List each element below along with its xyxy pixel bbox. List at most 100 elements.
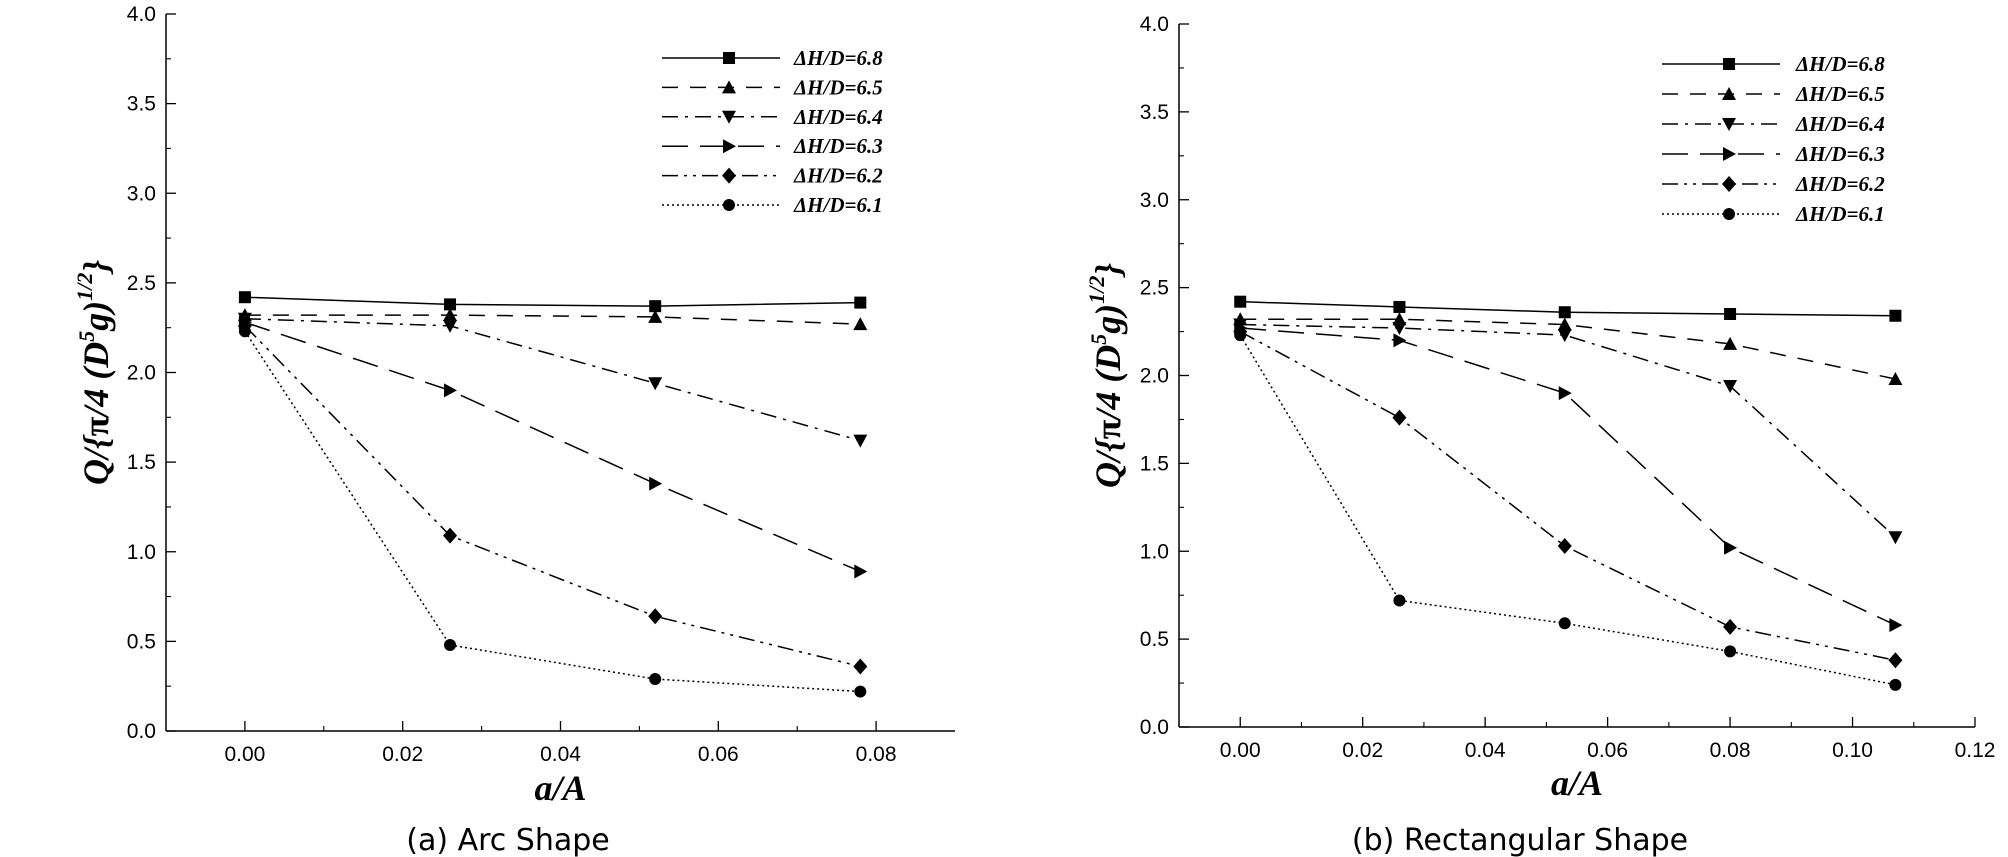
data-point-s6-3 xyxy=(1558,617,1571,630)
y-tick-label: 0.5 xyxy=(127,630,156,653)
y-tick-label: 1.0 xyxy=(1140,540,1169,563)
x-tick-label: 0.04 xyxy=(540,743,581,766)
figure-caption: (a) Arc Shape xyxy=(406,823,610,857)
legend-label-5: ΔH/D=6.2 xyxy=(793,164,883,188)
y-tick-label: 3.0 xyxy=(1140,189,1169,212)
legend-marker-2 xyxy=(1722,87,1736,100)
series-line-3 xyxy=(1240,323,1896,538)
legend-marker-1 xyxy=(723,52,735,64)
data-point-s1-3 xyxy=(649,300,662,313)
y-tick-label: 3.5 xyxy=(1140,101,1169,124)
data-point-s6-1 xyxy=(1234,329,1247,342)
series-line-2 xyxy=(1240,318,1896,380)
data-point-s3-2 xyxy=(1392,322,1407,336)
y-axis-label: Q/{π/4 (D5g)1/2} xyxy=(1084,263,1128,488)
data-point-s6-2 xyxy=(1393,594,1406,607)
legend-marker-5 xyxy=(722,167,736,184)
series-line-5 xyxy=(244,325,861,668)
data-point-s4-4 xyxy=(1724,540,1738,555)
data-point-s6-5 xyxy=(1889,678,1902,691)
legend-marker-6 xyxy=(723,199,735,211)
x-tick-label: 0.08 xyxy=(1710,739,1751,762)
legend-label-4: ΔH/D=6.3 xyxy=(793,134,883,158)
legend-label-2: ΔH/D=6.5 xyxy=(1795,82,1885,106)
series-line-6 xyxy=(1239,334,1896,686)
x-tick-label: 0.06 xyxy=(698,743,739,766)
legend-marker-1 xyxy=(1723,58,1735,70)
legend-label-4: ΔH/D=6.3 xyxy=(1795,142,1885,166)
data-point-s4-2 xyxy=(444,383,458,398)
data-point-s4-3 xyxy=(1558,386,1572,401)
y-tick-label: 3.5 xyxy=(127,93,156,116)
y-tick-label: 0.0 xyxy=(1140,716,1169,739)
x-tick-label: 0.02 xyxy=(382,743,423,766)
y-tick-label: 2.5 xyxy=(1140,277,1169,300)
y-tick-label: 0.5 xyxy=(1140,628,1169,651)
x-tick-label: 0.12 xyxy=(1955,739,1996,762)
data-point-s4-2 xyxy=(1393,333,1407,348)
data-point-s5-4 xyxy=(1723,618,1738,635)
legend-label-6: ΔH/D=6.1 xyxy=(793,193,883,217)
data-point-s2-2 xyxy=(1392,312,1407,326)
figure-caption: (b) Rectangular Shape xyxy=(1352,823,1688,857)
data-point-s3-4 xyxy=(1723,380,1738,394)
data-point-s2-3 xyxy=(1557,317,1572,331)
data-point-s5-3 xyxy=(648,608,663,625)
series-line-4 xyxy=(244,321,861,573)
data-point-s2-2 xyxy=(443,308,458,322)
data-point-s1-1 xyxy=(1234,295,1247,308)
data-point-s4-5 xyxy=(1889,618,1903,633)
y-tick-label: 2.0 xyxy=(127,362,156,385)
legend-marker-3 xyxy=(722,110,736,124)
data-point-s3-2 xyxy=(443,319,458,333)
data-point-s5-5 xyxy=(1888,652,1903,669)
data-point-s3-3 xyxy=(648,377,663,391)
y-tick-label: 2.5 xyxy=(127,272,156,295)
data-point-s3-4 xyxy=(853,434,868,448)
y-tick-label: 2.0 xyxy=(1140,365,1169,388)
chart-1: 0.0 0.5 1.0 1.5 2.0 2.5 3.0 3.5 4.0 0.00 0.02 0.04 0… xyxy=(72,3,955,857)
series-line-4 xyxy=(1240,327,1896,626)
data-point-s2-3 xyxy=(648,309,663,323)
data-point-s1-2 xyxy=(444,298,457,311)
data-point-s3-3 xyxy=(1557,329,1572,343)
data-point-s5-3 xyxy=(1557,537,1572,554)
x-tick-label: 0.00 xyxy=(224,743,265,766)
data-point-s2-4 xyxy=(1723,336,1738,350)
data-point-s1-1 xyxy=(238,291,251,304)
x-axis-label: a/A xyxy=(534,768,586,808)
y-tick-label: 1.5 xyxy=(1140,452,1169,475)
data-point-s6-2 xyxy=(444,638,457,651)
legend-marker-4 xyxy=(1723,147,1736,161)
legend-marker-2 xyxy=(722,80,736,94)
data-point-s2-5 xyxy=(1888,372,1903,386)
data-point-s3-5 xyxy=(1888,531,1903,545)
data-point-s1-5 xyxy=(1889,309,1902,322)
series-line-3 xyxy=(244,317,861,442)
legend-marker-5 xyxy=(1722,176,1736,192)
data-point-s1-4 xyxy=(854,296,867,309)
x-tick-label: 0.08 xyxy=(856,743,897,766)
x-tick-label: 0.06 xyxy=(1587,739,1628,762)
y-tick-label: 1.5 xyxy=(127,451,156,474)
legend-marker-6 xyxy=(1723,208,1735,220)
data-point-s5-2 xyxy=(443,527,458,544)
data-point-s1-2 xyxy=(1393,300,1406,313)
legend-label-1: ΔH/D=6.8 xyxy=(793,46,883,70)
legend-label-2: ΔH/D=6.5 xyxy=(793,75,883,99)
legend-label-1: ΔH/D=6.8 xyxy=(1795,52,1885,76)
data-point-s1-3 xyxy=(1558,306,1571,319)
series-line-5 xyxy=(1239,330,1896,661)
data-point-s2-4 xyxy=(853,317,868,331)
y-tick-label: 4.0 xyxy=(1140,13,1169,36)
data-point-s4-3 xyxy=(649,476,663,491)
x-tick-label: 0.10 xyxy=(1832,739,1873,762)
legend-marker-4 xyxy=(723,139,736,154)
series-line-1 xyxy=(244,296,861,307)
x-axis-label: a/A xyxy=(1551,763,1603,803)
data-point-s6-3 xyxy=(649,673,662,686)
data-point-s6-4 xyxy=(854,685,867,698)
legend-label-5: ΔH/D=6.2 xyxy=(1795,172,1885,196)
legend-label-3: ΔH/D=6.4 xyxy=(1795,112,1885,136)
